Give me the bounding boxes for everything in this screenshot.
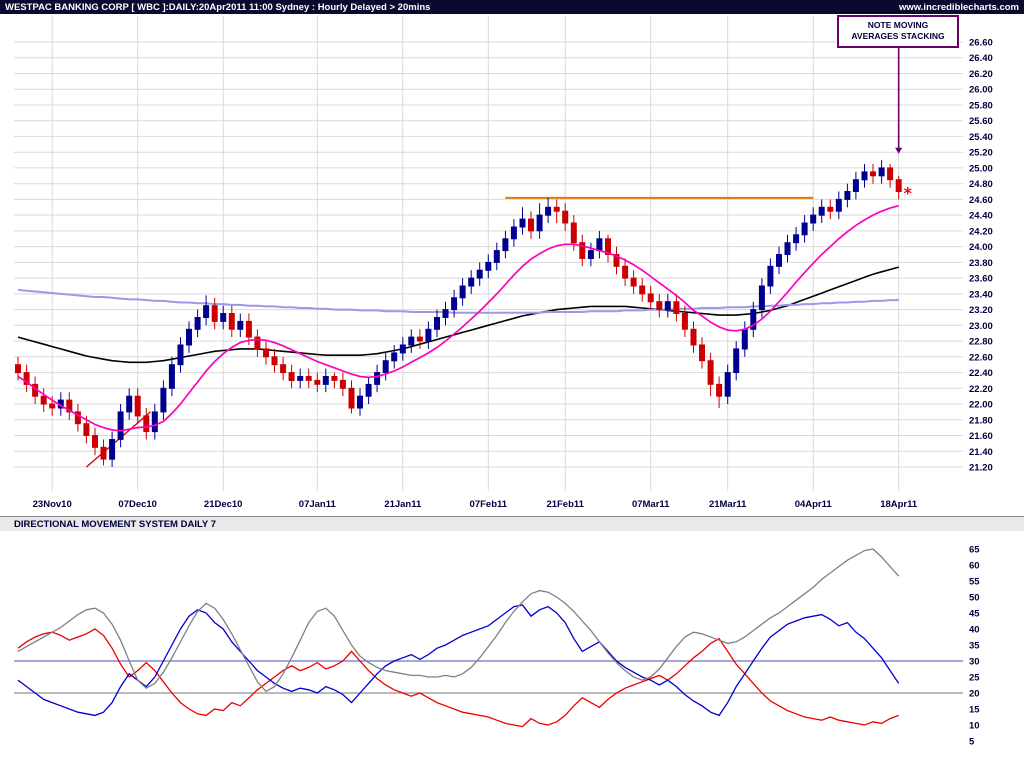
svg-text:21.60: 21.60 [969,431,993,442]
svg-text:65: 65 [969,545,980,556]
svg-text:24.80: 24.80 [969,179,993,190]
candles-layer [15,160,902,467]
date-axis-labels: 23Nov10 07Dec10 21Dec10 07Jan11 21Jan11 07Feb… [33,499,918,510]
slow-ma [17,288,899,314]
svg-text:55: 55 [969,577,980,588]
svg-text:23.40: 23.40 [969,289,993,300]
svg-text:07Dec10: 07Dec10 [118,499,157,510]
svg-text:24.40: 24.40 [969,211,993,222]
grid-layer [14,16,963,491]
svg-text:5: 5 [969,737,975,748]
svg-text:26.60: 26.60 [969,38,993,49]
svg-text:21Dec10: 21Dec10 [204,499,243,510]
svg-text:04Apr11: 04Apr11 [795,499,833,510]
svg-text:23.80: 23.80 [969,258,993,269]
price-axis-labels: 26.60 26.40 26.20 26.00 25.80 25.60 25.40 25.20… [969,38,993,474]
svg-text:30: 30 [969,657,980,668]
svg-text:24.00: 24.00 [969,242,993,253]
annotation-arrowhead [895,147,903,154]
svg-text:50: 50 [969,593,980,604]
indicator-title: DIRECTIONAL MOVEMENT SYSTEM DAILY 7 [14,519,216,530]
svg-text:23.20: 23.20 [969,305,993,316]
svg-text:40: 40 [969,625,980,636]
annotation-line1: NOTE MOVING [867,20,929,30]
fast-ma [17,204,899,432]
svg-text:22.80: 22.80 [969,337,993,348]
svg-text:24.20: 24.20 [969,226,993,237]
instrument-title: WESTPAC BANKING CORP [ WBC ]:DAILY:20Apr… [5,1,431,13]
svg-text:07Jan11: 07Jan11 [299,499,337,510]
svg-text:22.20: 22.20 [969,384,993,395]
svg-text:22.60: 22.60 [969,352,993,363]
svg-text:25.00: 25.00 [969,163,993,174]
svg-text:21.40: 21.40 [969,447,993,458]
svg-text:07Feb11: 07Feb11 [470,499,508,510]
svg-text:21.80: 21.80 [969,415,993,426]
ma-over-layer [17,204,899,432]
svg-text:23Nov10: 23Nov10 [33,499,72,510]
svg-text:35: 35 [969,641,980,652]
svg-text:21Feb11: 21Feb11 [546,499,584,510]
indicator-series-plus-di [17,604,900,717]
svg-text:25.40: 25.40 [969,132,993,143]
annotation-box[interactable]: NOTE MOVING AVERAGES STACKING [837,15,959,48]
svg-text:25: 25 [969,673,980,684]
annotation-arrow-layer: * [895,47,913,203]
indicator-layer [14,548,963,728]
svg-text:24.60: 24.60 [969,195,993,206]
indicator-series-adx [17,548,900,693]
drawings-layer [85,196,814,468]
svg-text:25.80: 25.80 [969,101,993,112]
svg-text:22.40: 22.40 [969,368,993,379]
svg-text:23.60: 23.60 [969,274,993,285]
svg-text:18Apr11: 18Apr11 [880,499,918,510]
svg-text:10: 10 [969,721,980,732]
price-marker-asterisk: * [904,184,913,203]
svg-text:21.20: 21.20 [969,463,993,474]
svg-text:26.00: 26.00 [969,85,993,96]
svg-text:22.00: 22.00 [969,400,993,411]
svg-text:45: 45 [969,609,980,620]
indicator-series-minus-di [17,628,899,728]
indicator-panel-header: DIRECTIONAL MOVEMENT SYSTEM DAILY 7 [0,516,1024,531]
website-link[interactable]: www.incrediblecharts.com [898,1,1019,13]
annotation-line2: AVERAGES STACKING [851,31,945,42]
svg-text:60: 60 [969,561,980,572]
svg-text:25.20: 25.20 [969,148,993,159]
svg-text:07Mar11: 07Mar11 [632,499,670,510]
svg-text:26.40: 26.40 [969,53,993,64]
svg-text:21Jan11: 21Jan11 [384,499,422,510]
svg-text:20: 20 [969,689,980,700]
svg-text:26.20: 26.20 [969,69,993,80]
svg-text:21Mar11: 21Mar11 [709,499,747,510]
title-bar: WESTPAC BANKING CORP [ WBC ]:DAILY:20Apr… [0,0,1024,14]
indicator-axis-labels: 65 60 55 50 45 40 35 30 25 20 15 10 5 [969,545,980,748]
svg-text:23.00: 23.00 [969,321,993,332]
svg-text:15: 15 [969,705,980,716]
svg-text:25.60: 25.60 [969,116,993,127]
